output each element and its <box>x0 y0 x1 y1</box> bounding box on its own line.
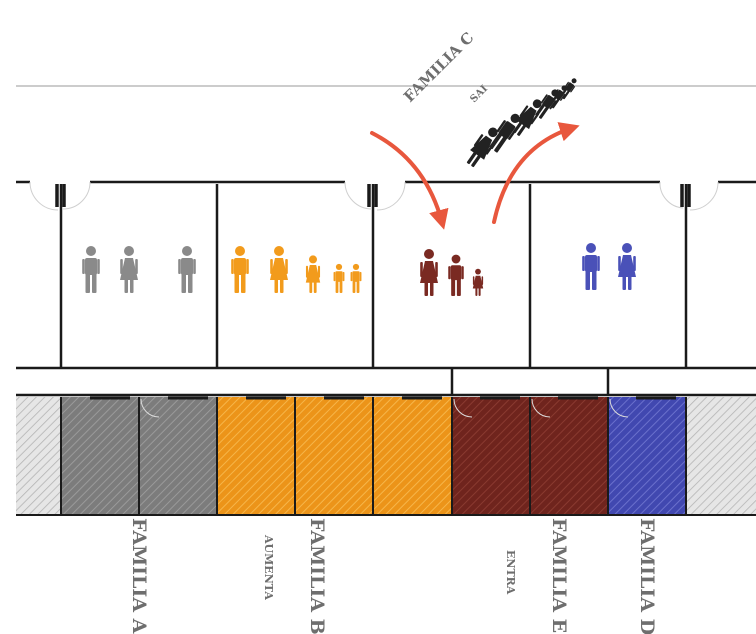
label-familia-c: FAMILIA C <box>400 28 477 105</box>
arrow-sai <box>492 122 580 224</box>
label-aumenta: AUMENTA <box>262 534 275 600</box>
man-icon <box>82 246 100 293</box>
man-icon <box>231 246 249 293</box>
hatched-strip <box>16 396 756 516</box>
strip-familia-d <box>608 397 686 515</box>
label-familia-a: FAMILIA A <box>128 518 150 634</box>
woman-icon <box>618 243 636 290</box>
arrow-entra <box>370 131 449 230</box>
strip-familia-b <box>217 397 452 515</box>
woman-icon <box>120 246 138 293</box>
label-sai: SAI <box>468 83 490 105</box>
woman-icon <box>466 127 498 168</box>
floor-plan-walls <box>16 180 756 397</box>
man-icon <box>448 254 464 296</box>
familia-d-people <box>582 243 636 290</box>
woman-icon <box>513 99 542 136</box>
man-icon <box>582 243 600 290</box>
man-icon <box>560 78 577 100</box>
familia-c-people <box>466 78 577 168</box>
woman-icon <box>305 255 321 293</box>
strip-neutral-right <box>686 397 756 515</box>
man-icon <box>350 263 362 293</box>
label-entra: ENTRA <box>504 550 517 595</box>
label-familia-d: FAMILIA D <box>636 518 658 634</box>
man-icon <box>333 263 345 293</box>
label-familia-e: FAMILIA E <box>548 518 570 633</box>
man-icon <box>178 246 196 293</box>
door-swings <box>29 181 719 211</box>
woman-icon <box>420 249 438 296</box>
woman-icon <box>472 268 484 296</box>
familia-a-people <box>82 246 196 293</box>
woman-icon <box>270 246 288 293</box>
label-familia-b: FAMILIA B <box>306 518 328 634</box>
familia-b-people <box>231 246 362 293</box>
strip-neutral-left <box>16 397 61 515</box>
familia-e-people <box>420 249 484 296</box>
